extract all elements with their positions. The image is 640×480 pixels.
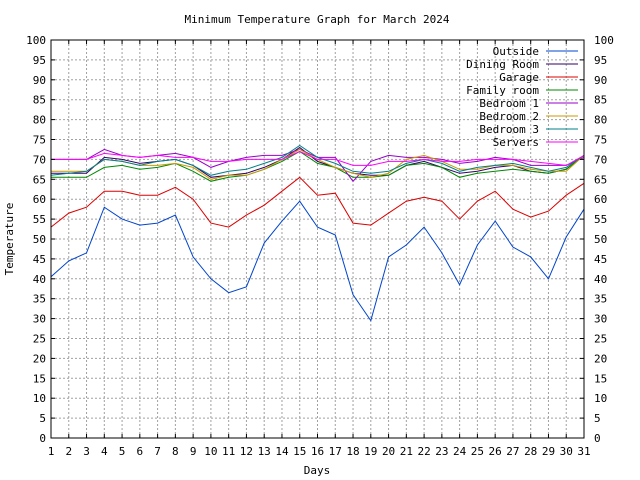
x-tick-label: 27: [506, 445, 519, 458]
y-tick-label-left: 35: [33, 293, 46, 306]
x-tick-label: 25: [471, 445, 484, 458]
legend-label: Bedroom 1: [479, 97, 539, 110]
y-tick-label-left: 70: [33, 153, 46, 166]
y-tick-label-right: 75: [594, 134, 607, 147]
legend-label: Bedroom 2: [479, 110, 539, 123]
y-tick-label-right: 80: [594, 114, 607, 127]
x-tick-label: 30: [560, 445, 573, 458]
x-tick-label: 9: [190, 445, 197, 458]
x-tick-label: 31: [577, 445, 590, 458]
y-tick-label-left: 65: [33, 173, 46, 186]
y-tick-label-left: 30: [33, 313, 46, 326]
x-tick-label: 26: [489, 445, 502, 458]
grid: [51, 40, 584, 438]
legend-label: Dining Room: [466, 58, 539, 71]
y-tick-label-right: 10: [594, 392, 607, 405]
x-tick-label: 14: [275, 445, 289, 458]
y-tick-label-left: 15: [33, 372, 46, 385]
x-tick-label: 22: [417, 445, 430, 458]
x-tick-label: 4: [101, 445, 108, 458]
y-tick-label-left: 5: [39, 412, 46, 425]
legend-label: Servers: [493, 136, 539, 149]
y-axis-label: Temperature: [3, 203, 16, 276]
x-tick-label: 24: [453, 445, 467, 458]
y-tick-label-left: 45: [33, 253, 46, 266]
y-tick-label-left: 60: [33, 193, 46, 206]
legend-label: Bedroom 3: [479, 123, 539, 136]
x-tick-label: 17: [329, 445, 342, 458]
y-tick-label-right: 55: [594, 213, 607, 226]
y-tick-label-left: 90: [33, 74, 46, 87]
y-tick-label-right: 100: [594, 34, 614, 47]
chart-title: Minimum Temperature Graph for March 2024: [185, 13, 450, 26]
legend-label: Family room: [466, 84, 539, 97]
x-tick-label: 18: [346, 445, 359, 458]
y-tick-label-right: 70: [594, 153, 607, 166]
y-tick-label-right: 30: [594, 313, 607, 326]
series-line-garage: [50, 176, 585, 228]
x-tick-label: 23: [435, 445, 448, 458]
x-tick-label: 29: [542, 445, 555, 458]
x-tick-label: 6: [137, 445, 144, 458]
y-tick-label-right: 45: [594, 253, 607, 266]
x-tick-label: 2: [65, 445, 72, 458]
y-tick-label-left: 85: [33, 94, 46, 107]
x-tick-label: 7: [154, 445, 161, 458]
y-tick-label-right: 95: [594, 54, 607, 67]
y-tick-label-left: 50: [33, 233, 46, 246]
y-tick-label-right: 50: [594, 233, 607, 246]
x-tick-label: 21: [400, 445, 413, 458]
y-tick-label-right: 90: [594, 74, 607, 87]
x-tick-label: 8: [172, 445, 179, 458]
y-tick-label-right: 0: [594, 432, 601, 445]
legend-label: Outside: [493, 45, 539, 58]
y-tick-label-left: 20: [33, 352, 46, 365]
y-tick-label-left: 25: [33, 333, 46, 346]
y-tick-label-right: 15: [594, 372, 607, 385]
y-tick-label-right: 85: [594, 94, 607, 107]
legend-label: Garage: [499, 71, 539, 84]
y-tick-label-left: 0: [39, 432, 46, 445]
series-line-outside: [50, 200, 585, 322]
y-tick-label-left: 10: [33, 392, 46, 405]
y-tick-label-left: 55: [33, 213, 46, 226]
y-tick-label-right: 60: [594, 193, 607, 206]
x-tick-label: 20: [382, 445, 395, 458]
x-tick-label: 10: [204, 445, 217, 458]
x-tick-label: 13: [258, 445, 271, 458]
y-tick-label-left: 100: [26, 34, 46, 47]
x-tick-label: 15: [293, 445, 306, 458]
x-tick-label: 19: [364, 445, 377, 458]
y-tick-label-right: 40: [594, 273, 607, 286]
y-tick-label-right: 25: [594, 333, 607, 346]
series-lines: [50, 144, 585, 322]
y-tick-label-right: 5: [594, 412, 601, 425]
x-tick-label: 3: [83, 445, 90, 458]
x-tick-label: 28: [524, 445, 537, 458]
x-tick-label: 5: [119, 445, 126, 458]
series-line-dining-room: [51, 146, 585, 178]
y-tick-label-right: 65: [594, 173, 607, 186]
x-tick-label: 12: [240, 445, 253, 458]
y-tick-label-left: 95: [33, 54, 46, 67]
x-tick-label: 1: [48, 445, 55, 458]
series-line-family-room: [51, 150, 585, 182]
x-axis-label: Days: [304, 464, 331, 477]
series-line-bedroom-3: [50, 144, 585, 176]
y-tick-label-right: 35: [594, 293, 607, 306]
y-tick-label-left: 75: [33, 134, 46, 147]
y-tick-label-right: 20: [594, 352, 607, 365]
series-line-servers: [51, 150, 585, 166]
x-tick-label: 16: [311, 445, 324, 458]
x-tick-label: 11: [222, 445, 235, 458]
y-tick-label-left: 80: [33, 114, 46, 127]
y-tick-label-left: 40: [33, 273, 46, 286]
